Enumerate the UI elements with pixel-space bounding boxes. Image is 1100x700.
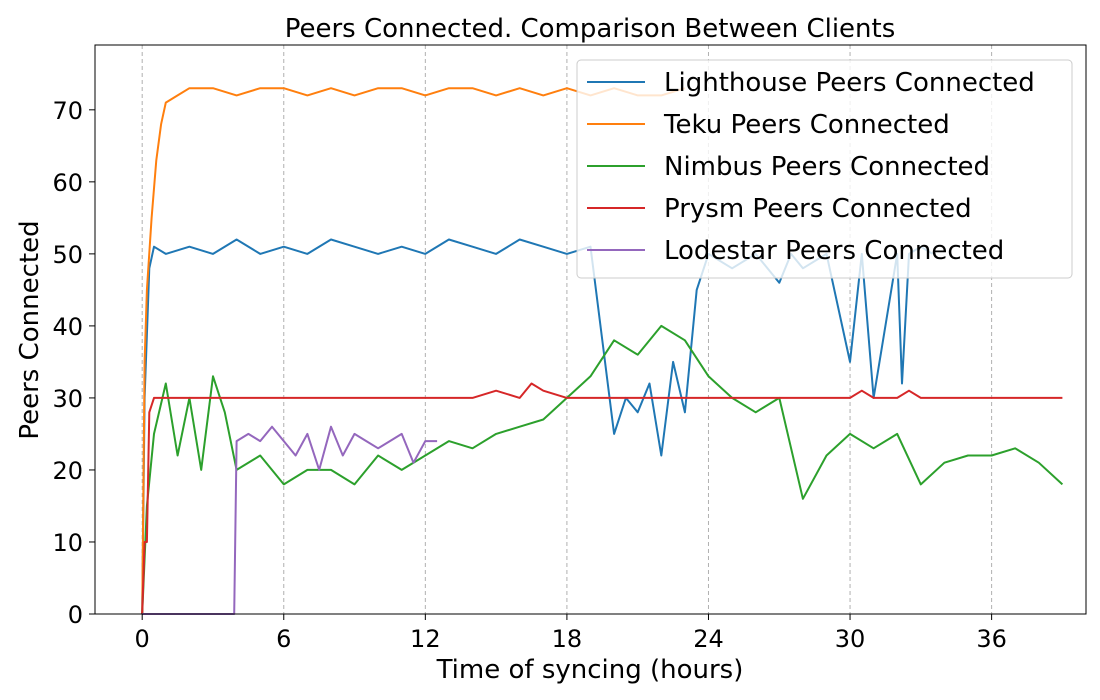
y-axis-label: Peers Connected xyxy=(15,220,45,439)
legend-label: Lighthouse Peers Connected xyxy=(664,68,1035,98)
y-tick-label: 20 xyxy=(52,457,83,485)
legend-box xyxy=(576,59,1073,279)
legend-label: Teku Peers Connected xyxy=(663,110,950,140)
x-axis-label: Time of syncing (hours) xyxy=(436,655,744,685)
y-tick-label: 60 xyxy=(52,169,83,197)
y-tick-label: 50 xyxy=(52,241,83,269)
y-axis-ticks: 0 10 20 30 40 50 60 70 xyxy=(52,97,95,629)
plot-frame xyxy=(94,44,1087,615)
y-tick-label: 30 xyxy=(52,385,83,413)
lighthouse-series-line xyxy=(141,238,934,615)
x-tick-label: 36 xyxy=(976,625,1007,653)
teku-series-line xyxy=(141,87,686,615)
legend: Lighthouse Peers Connected Teku Peers Con… xyxy=(576,59,1073,279)
legend-label: Lodestar Peers Connected xyxy=(664,236,1004,266)
y-tick-label: 0 xyxy=(68,601,83,629)
lodestar-series-line xyxy=(142,425,438,615)
prysm-series-line xyxy=(141,382,1063,615)
x-tick-label: 6 xyxy=(276,625,291,653)
series-lines xyxy=(141,87,1064,615)
y-tick-label: 10 xyxy=(52,529,83,557)
chart-title: Peers Connected. Comparison Between Clie… xyxy=(285,14,896,44)
x-tick-label: 24 xyxy=(693,625,724,653)
x-tick-label: 12 xyxy=(410,625,441,653)
x-tick-label: 18 xyxy=(552,625,583,653)
x-axis-ticks: 0 6 12 18 24 30 36 xyxy=(135,614,1007,653)
legend-label: Prysm Peers Connected xyxy=(664,194,972,224)
nimbus-series-line xyxy=(141,324,1064,615)
y-tick-label: 70 xyxy=(52,97,83,125)
legend-label: Nimbus Peers Connected xyxy=(664,152,990,182)
x-tick-label: 30 xyxy=(835,625,866,653)
y-tick-label: 40 xyxy=(52,313,83,341)
x-tick-label: 0 xyxy=(135,625,150,653)
